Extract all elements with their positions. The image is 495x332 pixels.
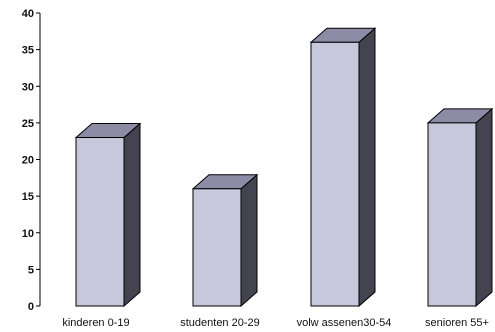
- bar: [426, 107, 494, 308]
- y-tick-label: 10: [22, 228, 34, 240]
- y-tick-label: 0: [28, 301, 34, 313]
- bar-front-face: [75, 137, 125, 307]
- x-axis-labels: kinderen 0-19 studenten 20-29 volw assenen…: [62, 317, 489, 329]
- y-tick-label: 25: [22, 118, 34, 130]
- x-category-label: volw assenen30-54: [297, 317, 392, 329]
- x-category-label: kinderen 0-19: [62, 317, 129, 329]
- y-tick-label: 40: [22, 8, 34, 20]
- y-tick-label: 20: [22, 155, 34, 167]
- y-tick-label: 5: [28, 264, 34, 276]
- bar-front-face: [192, 188, 242, 307]
- bar-front-face: [310, 41, 360, 307]
- bar-side-face: [240, 173, 258, 308]
- bar: [309, 27, 377, 308]
- bar-side-face: [358, 27, 376, 308]
- bars: [74, 27, 494, 308]
- y-tick-label: 15: [22, 191, 34, 203]
- bar-side-face: [475, 107, 493, 308]
- x-category-label: senioren 55+: [425, 317, 489, 329]
- bar: [191, 173, 259, 308]
- y-axis: 0 5 10 15 20 25 30 35 40: [22, 8, 41, 313]
- bar-front-face: [427, 122, 477, 307]
- bar: [74, 122, 142, 308]
- y-tick-label: 35: [22, 45, 34, 57]
- x-category-label: studenten 20-29: [180, 317, 260, 329]
- bar-side-face: [123, 122, 141, 308]
- y-tick-label: 30: [22, 81, 34, 93]
